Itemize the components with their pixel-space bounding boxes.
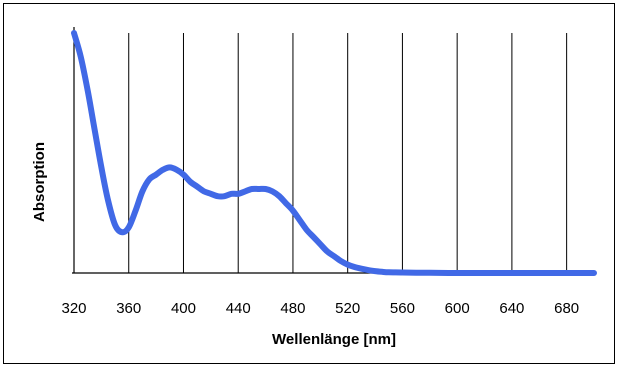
- x-tick-label: 360: [116, 300, 141, 317]
- grid-lines: [128, 33, 568, 273]
- x-tick-label: 440: [226, 300, 251, 317]
- x-tick-label: 320: [61, 300, 86, 317]
- x-tick-label: 520: [335, 300, 360, 317]
- x-tick-label: 640: [499, 300, 524, 317]
- x-tick-label: 400: [171, 300, 196, 317]
- x-tick-label: 560: [390, 300, 415, 317]
- x-tick-label: 600: [445, 300, 470, 317]
- x-tick-label: 480: [280, 300, 305, 317]
- absorption-series-line: [71, 30, 597, 276]
- x-axis-title: Wellenlänge [nm]: [272, 331, 396, 348]
- y-axis-title: Absorption: [31, 142, 48, 222]
- x-tick-labels: 320 360 400 440 480 520 560 600 640 680: [61, 300, 579, 317]
- x-tick-label: 680: [554, 300, 579, 317]
